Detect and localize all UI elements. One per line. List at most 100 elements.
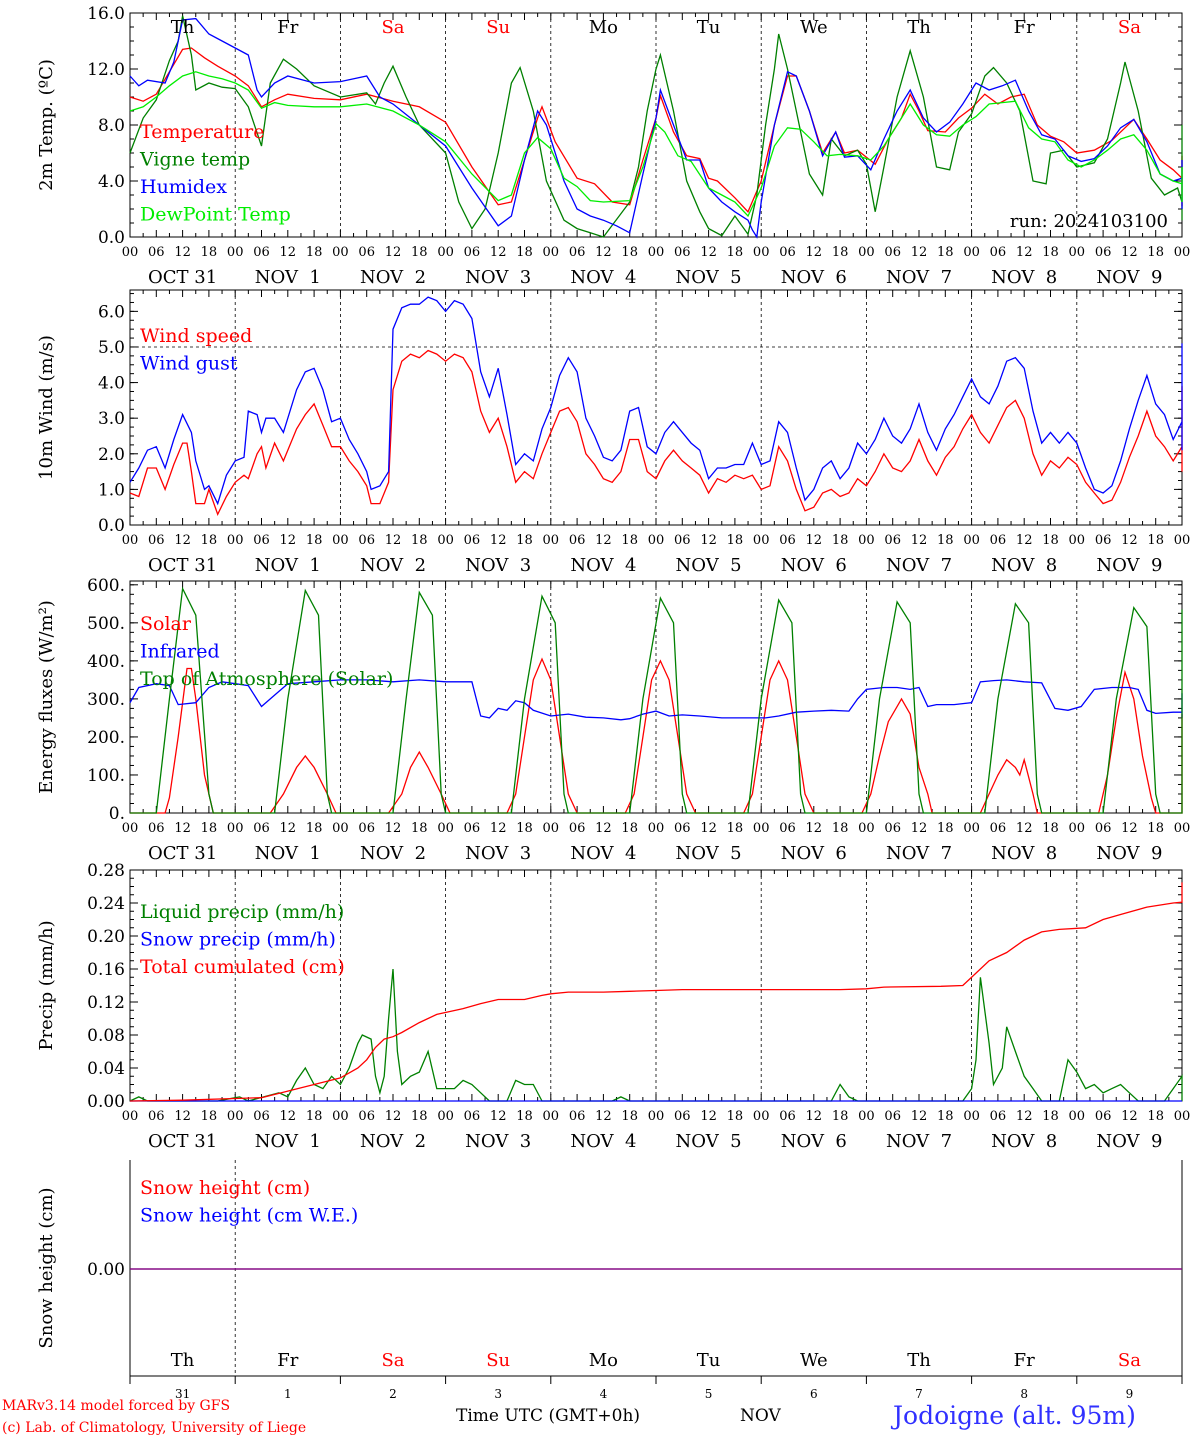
hour-tick-label: 18: [411, 821, 428, 836]
y-tick-label: 4.0: [98, 172, 125, 192]
hour-tick-label: 12: [806, 1109, 823, 1124]
hour-tick-label: 06: [884, 821, 901, 836]
hour-tick-label: 06: [569, 245, 586, 260]
hour-tick-label: 12: [1016, 245, 1033, 260]
legend-entry: Infrared: [140, 641, 220, 663]
y-tick-label: 0.28: [87, 861, 125, 881]
hour-tick-label: 18: [937, 533, 954, 548]
date-label: NOV 1: [255, 555, 321, 576]
time-axis-label: Time UTC (GMT+0h): [456, 1406, 641, 1426]
date-label: NOV 2: [360, 555, 426, 576]
hour-tick-label: 00: [963, 533, 980, 548]
hour-tick-label: 18: [1147, 533, 1164, 548]
model-line: MARv3.14 model forced by GFS: [2, 1398, 231, 1414]
y-tick-label: 400.: [87, 652, 125, 672]
date-label: OCT 31: [148, 267, 217, 288]
y-tick-label: 0.08: [87, 1026, 125, 1046]
hour-tick-label: 18: [832, 821, 849, 836]
hour-tick-label: 06: [253, 533, 270, 548]
hour-tick-label: 06: [253, 245, 270, 260]
weekday-label: Th: [907, 1350, 931, 1371]
date-label: NOV 4: [570, 1131, 636, 1152]
legend-entry: DewPoint Temp: [140, 204, 291, 226]
y-tick-label: 0.: [109, 804, 125, 824]
hour-tick-label: 00: [437, 1109, 454, 1124]
date-label: NOV 5: [676, 843, 742, 864]
hour-tick-label: 00: [858, 533, 875, 548]
hour-tick-label: 12: [385, 1109, 402, 1124]
hour-tick-label: 18: [516, 533, 533, 548]
hour-tick-label: 06: [674, 1109, 691, 1124]
month-label: NOV: [740, 1406, 781, 1426]
hour-tick-label: 00: [227, 533, 244, 548]
hour-tick-label: 18: [201, 533, 218, 548]
date-label: NOV 8: [991, 843, 1057, 864]
weekday-label: Su: [486, 17, 510, 38]
hour-tick-label: 18: [516, 821, 533, 836]
panel-4: [129, 869, 1183, 1102]
hour-tick-label: 06: [884, 533, 901, 548]
hour-tick-label: 18: [516, 1109, 533, 1124]
hour-tick-label: 12: [1121, 533, 1138, 548]
date-label: NOV 4: [570, 555, 636, 576]
hour-tick-label: 06: [253, 821, 270, 836]
hour-tick-label: 06: [1095, 821, 1112, 836]
hour-tick-label: 18: [306, 533, 323, 548]
hour-tick-label: 18: [937, 1109, 954, 1124]
hour-tick-label: 06: [148, 1109, 165, 1124]
hour-tick-label: 00: [122, 1109, 139, 1124]
hour-tick-label: 06: [464, 533, 481, 548]
hour-tick-label: 06: [358, 821, 375, 836]
hour-tick-label: 12: [490, 821, 507, 836]
hour-tick-label: 18: [201, 1109, 218, 1124]
date-label: NOV 9: [1096, 1131, 1162, 1152]
hour-tick-label: 12: [911, 821, 928, 836]
hour-tick-label: 06: [674, 533, 691, 548]
hour-tick-label: 06: [569, 821, 586, 836]
date-label: NOV 1: [255, 267, 321, 288]
hour-tick-label: 18: [937, 821, 954, 836]
day-number-label: 3: [494, 1387, 502, 1401]
hour-tick-label: 12: [280, 533, 297, 548]
hour-tick-label: 06: [779, 533, 796, 548]
station-name: Jodoigne (alt. 95m): [893, 1401, 1136, 1430]
hour-tick-label: 00: [858, 245, 875, 260]
hour-tick-label: 06: [148, 821, 165, 836]
date-label: NOV 4: [570, 843, 636, 864]
hour-tick-label: 00: [543, 1109, 560, 1124]
series-line-wind-speed: [129, 349, 1183, 516]
y-tick-label: 0.16: [87, 960, 125, 980]
date-label: NOV 9: [1096, 555, 1162, 576]
date-label: NOV 7: [886, 555, 952, 576]
hour-tick-label: 18: [411, 245, 428, 260]
hour-tick-label: 00: [332, 821, 349, 836]
hour-tick-label: 00: [122, 533, 139, 548]
hour-tick-label: 18: [1042, 821, 1059, 836]
weekday-label: Fr: [277, 17, 298, 38]
y-tick-label: 0.24: [87, 894, 125, 914]
y-tick-label: 0.12: [87, 993, 125, 1013]
hour-tick-label: 06: [358, 1109, 375, 1124]
date-label: NOV 7: [886, 1131, 952, 1152]
hour-tick-label: 06: [779, 245, 796, 260]
date-label: NOV 3: [465, 267, 531, 288]
hour-tick-label: 18: [832, 245, 849, 260]
panel-3: [129, 580, 1183, 814]
weekday-label: Fr: [1014, 1350, 1035, 1371]
legend-entry: Wind gust: [140, 353, 238, 375]
day-number-label: 1: [284, 1387, 292, 1401]
hour-tick-label: 06: [1095, 1109, 1112, 1124]
hour-tick-label: 12: [174, 821, 191, 836]
y-tick-label: 0.00: [87, 1092, 125, 1112]
hour-tick-label: 06: [569, 533, 586, 548]
panel-5: [129, 1160, 1183, 1384]
hour-tick-label: 00: [1174, 245, 1191, 260]
y-tick-label: 1.0: [98, 480, 125, 500]
hour-tick-label: 06: [569, 1109, 586, 1124]
hour-tick-label: 18: [621, 821, 638, 836]
hour-tick-label: 18: [1147, 245, 1164, 260]
legend-entry: Snow height (cm W.E.): [140, 1205, 358, 1227]
date-label: OCT 31: [148, 843, 217, 864]
hour-tick-label: 18: [306, 1109, 323, 1124]
